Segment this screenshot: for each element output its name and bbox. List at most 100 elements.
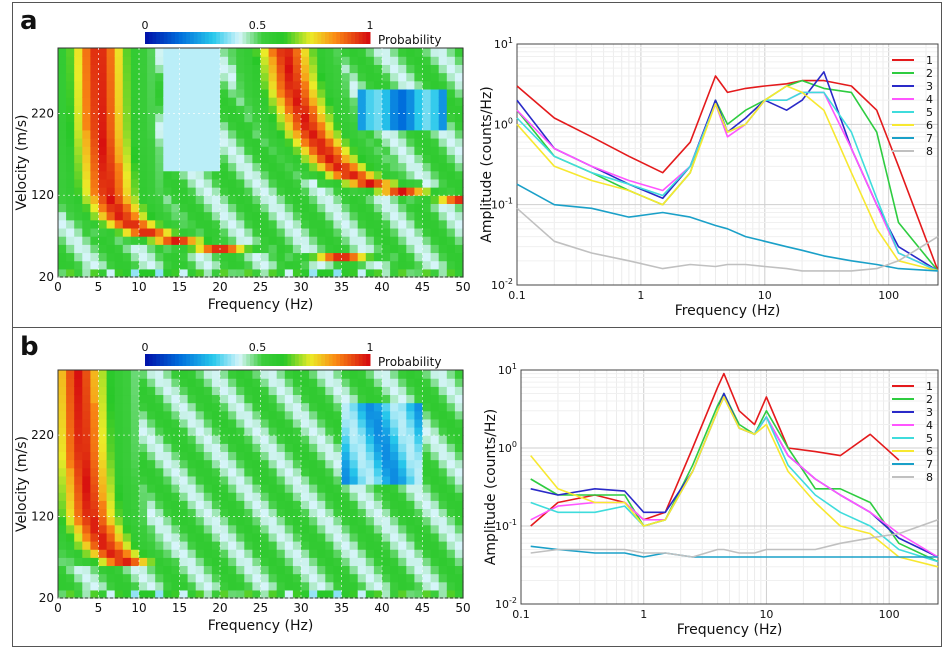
heatmap-cell (325, 268, 334, 278)
heatmap-cell (155, 508, 164, 518)
heatmap-cell (163, 492, 172, 501)
heatmap-cell (260, 227, 270, 237)
heatmap-cell (309, 484, 318, 493)
heatmap-cell (74, 541, 83, 550)
heatmap-cell (317, 500, 326, 510)
heatmap-cell (382, 154, 391, 164)
heatmap-cell (122, 532, 132, 542)
heatmap-cell (66, 573, 75, 583)
heatmap-cell (114, 532, 124, 542)
y-tick-exponent: -2 (509, 596, 517, 605)
heatmap-cell (438, 410, 448, 420)
heatmap-cell (422, 541, 432, 550)
heatmap-cell (438, 443, 448, 453)
heatmap-cell (114, 427, 124, 436)
heatmap-cell (139, 162, 148, 172)
heatmap-cell (130, 170, 140, 180)
heatmap-cell (147, 113, 156, 123)
heatmap-cell (252, 137, 262, 147)
heatmap-cell (446, 244, 456, 254)
heatmap-cell (349, 581, 359, 591)
colorbar-segment (231, 354, 236, 366)
heatmap-cell (155, 227, 164, 237)
series-line-6 (530, 396, 939, 568)
heatmap-cell (446, 80, 456, 90)
heatmap-cell (220, 48, 229, 57)
heatmap-cell (446, 121, 456, 131)
colorbar-segment (366, 32, 371, 44)
heatmap-cell (382, 484, 391, 493)
heatmap-cell (382, 80, 391, 90)
heatmap-cell (382, 48, 391, 57)
heatmap-cell (390, 541, 399, 550)
heatmap-cell (66, 581, 75, 591)
heatmap-cell (66, 500, 75, 510)
heatmap-cell (139, 386, 148, 396)
heatmap-cell (74, 427, 83, 436)
heatmap-cell (398, 573, 407, 583)
heatmap-cell (163, 475, 172, 485)
heatmap-cell (58, 427, 67, 436)
heatmap-cell (390, 219, 399, 229)
heatmap-cell (236, 427, 245, 436)
heatmap-cell (260, 500, 270, 510)
heatmap-cell (292, 557, 302, 567)
colorbar-segment (313, 32, 318, 44)
heatmap-cell (365, 236, 375, 245)
heatmap-cell (147, 378, 156, 387)
heatmap-cell (228, 565, 237, 575)
heatmap-cell (106, 105, 116, 115)
heatmap-cell (260, 97, 270, 106)
heatmap-cell (382, 443, 391, 453)
heatmap-cell (139, 97, 148, 106)
heatmap-cell (228, 97, 237, 106)
heatmap-cell (122, 268, 132, 278)
heatmap-cell (122, 260, 132, 270)
heatmap-cell (171, 260, 181, 270)
heatmap-cell (390, 137, 399, 147)
heatmap-cell (317, 402, 326, 412)
heatmap-cell (317, 113, 326, 123)
heatmap-cell (58, 56, 67, 65)
heatmap-cell (284, 219, 294, 229)
heatmap-cell (228, 72, 237, 82)
heatmap-cell (66, 394, 75, 404)
heatmap-cell (147, 227, 156, 237)
heatmap-cell (414, 219, 424, 229)
heatmap-cell (252, 129, 262, 139)
heatmap-cell (325, 252, 334, 262)
heatmap-cell (106, 252, 116, 262)
heatmap-cell (301, 146, 310, 155)
legend-label-5: 5 (926, 432, 933, 445)
heatmap-cell (122, 557, 132, 567)
heatmap-cell (244, 524, 253, 534)
heatmap-cell (187, 467, 197, 477)
heatmap-cell (382, 418, 391, 428)
heatmap-cell (155, 48, 164, 57)
heatmap-cell (220, 427, 229, 436)
heatmap-cell (382, 589, 391, 599)
heatmap-cell (284, 532, 294, 542)
heatmap-cell (382, 88, 391, 98)
heatmap-cell (406, 203, 415, 213)
heatmap-cell (276, 508, 286, 518)
heatmap-cell (309, 88, 318, 98)
heatmap-cell (139, 203, 148, 213)
heatmap-cell (98, 72, 108, 82)
colorbar-segment (156, 354, 161, 366)
heatmap-cell (114, 113, 124, 123)
heatmap-cell (58, 105, 67, 115)
heatmap-cell (422, 459, 432, 469)
heatmap-cell (365, 154, 375, 164)
heatmap-cell (292, 80, 302, 90)
heatmap-cell (414, 170, 424, 180)
heatmap-cell (155, 121, 164, 131)
y-tick-label: 120 (31, 510, 54, 524)
colorbar-segment (276, 354, 281, 366)
heatmap-cell (317, 459, 326, 469)
heatmap-cell (406, 252, 415, 262)
heatmap-cell (203, 170, 213, 180)
heatmap-cell (147, 56, 156, 65)
heatmap-cell (292, 524, 302, 534)
heatmap-cell (187, 113, 197, 123)
